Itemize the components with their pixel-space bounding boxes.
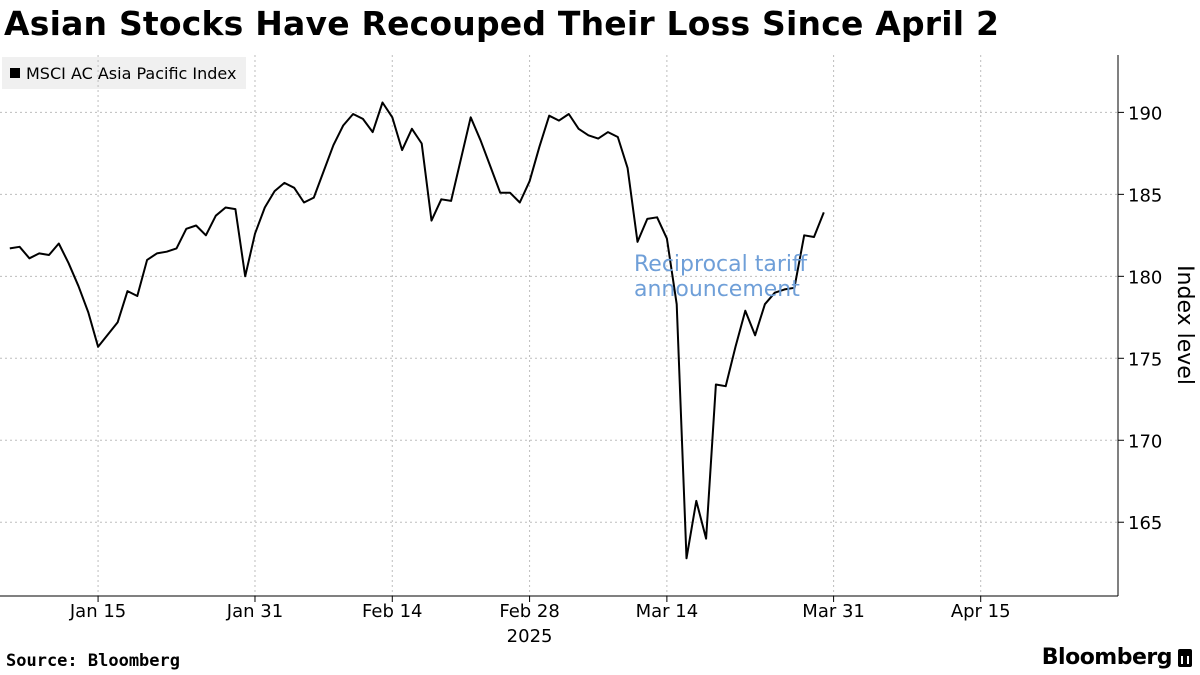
y-tick-label: 180 [1128,267,1162,288]
annotation-line: Reciprocal tariff [634,252,808,277]
y-tick-label: 165 [1128,513,1162,534]
legend: MSCI AC Asia Pacific Index [2,57,247,89]
x-tick-label: Feb 14 [362,601,423,622]
axes [0,55,1124,602]
annotation-text: Reciprocal tariff announcement [634,252,808,302]
y-tick-label: 170 [1128,431,1162,452]
legend-label: MSCI AC Asia Pacific Index [26,63,237,83]
brand-logo: Bloomberg [1042,645,1192,670]
brand-name: Bloomberg [1041,645,1173,670]
grid [0,55,1118,596]
y-tick-label: 190 [1128,103,1162,124]
series [9,101,876,560]
x-tick-label: Jan 15 [69,601,126,622]
series-line-msci-ac-asia-pacific [9,101,825,560]
x-tick-label: Apr 15 [951,601,1011,622]
x-tick-label: Feb 28 [499,601,560,622]
y-axis-title: Index level [1172,265,1197,385]
x-tick-label: Mar 31 [802,601,865,622]
source-note: Source: Bloomberg [6,651,180,671]
legend-swatch [10,68,20,78]
x-tick-label: Mar 14 [636,601,699,622]
bloomberg-terminal-icon [1178,648,1192,667]
x-axis-year-label: 2025 [507,626,553,647]
labels: 165 170 175 180 185 190 Jan 15 Jan 31 Feb 14 Feb … [69,103,1197,647]
x-tick-label: Jan 31 [226,601,283,622]
y-tick-label: 175 [1128,349,1162,370]
chart-title: Asian Stocks Have Recouped Their Loss Si… [4,4,1000,43]
y-tick-label: 185 [1128,185,1162,206]
annotation-line: announcement [634,277,800,302]
